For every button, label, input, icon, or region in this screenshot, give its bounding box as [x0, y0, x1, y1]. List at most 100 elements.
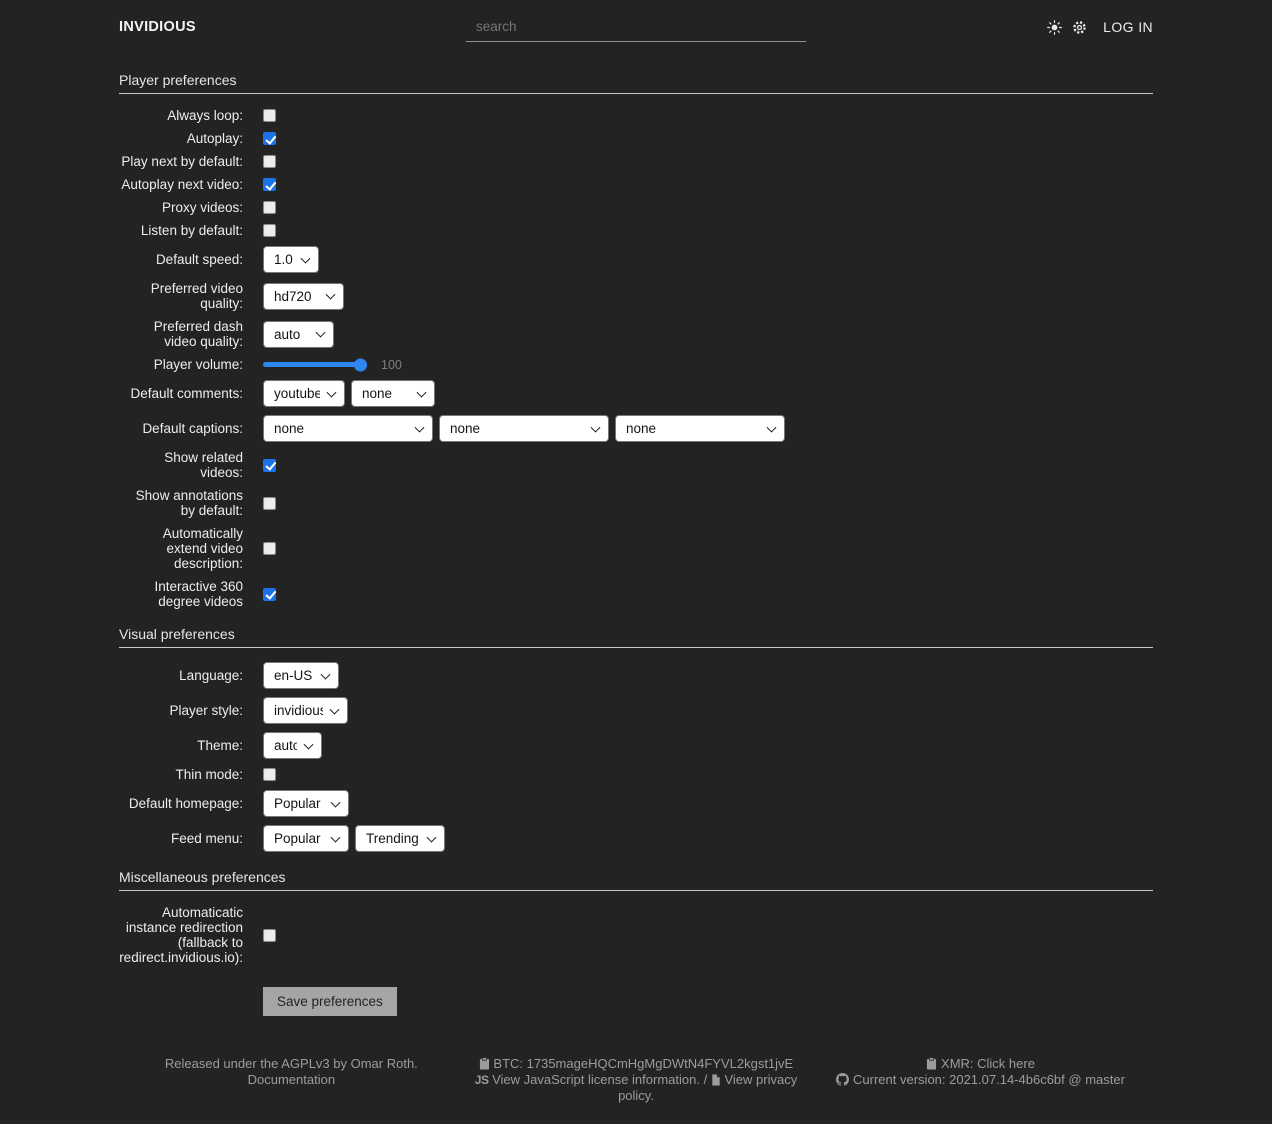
- pref-label: Theme:: [197, 738, 243, 753]
- section-divider: [119, 93, 1153, 94]
- pref-row-video-quality: Preferred video quality: hd720: [119, 281, 1153, 311]
- pref-label: Default comments:: [130, 386, 243, 401]
- slider-thumb-icon[interactable]: [354, 358, 367, 371]
- pref-label: Interactive 360 degree videos: [154, 579, 243, 609]
- player-style-select-wrap: invidious: [263, 697, 348, 724]
- pref-label: Thin mode:: [175, 767, 243, 782]
- comments-select-2-wrap: none: [351, 380, 435, 407]
- pref-label: Preferred video quality:: [150, 281, 243, 311]
- section-title-player: Player preferences: [119, 72, 237, 88]
- play-next-checkbox[interactable]: [263, 155, 276, 168]
- interactive-360-checkbox[interactable]: [263, 587, 276, 601]
- pref-label: Autoplay next video:: [121, 177, 243, 192]
- pref-row-language: Language: en-US: [119, 662, 1153, 689]
- language-select-wrap: en-US: [263, 662, 339, 689]
- btc-address: BTC: 1735mageHQCmHgMgDWtN4FYVL2kgst1jvE: [493, 1056, 794, 1071]
- homepage-select-wrap: Popular: [263, 790, 349, 817]
- always-loop-checkbox[interactable]: [263, 109, 276, 122]
- player-volume-slider[interactable]: [263, 358, 367, 371]
- user-area: LOG IN: [1047, 16, 1153, 35]
- pref-label: Default captions:: [142, 421, 243, 436]
- github-icon: [836, 1072, 850, 1087]
- autoplay-checkbox[interactable]: [263, 132, 276, 145]
- default-speed-select-wrap: 1.0: [263, 246, 319, 273]
- file-text-icon: [711, 1072, 721, 1087]
- pref-row-annotations: Show annotations by default:: [119, 488, 1153, 518]
- section-divider: [119, 647, 1153, 648]
- feed-menu-select-1-wrap: Popular: [263, 825, 349, 852]
- captions-select-3[interactable]: none: [615, 415, 785, 442]
- pref-row-always-loop: Always loop:: [119, 108, 1153, 123]
- pref-label: Autoplay:: [186, 131, 243, 146]
- related-videos-checkbox[interactable]: [263, 458, 276, 472]
- save-preferences-button[interactable]: Save preferences: [263, 987, 397, 1016]
- pref-label: Language:: [179, 668, 243, 683]
- footer-separator: /: [703, 1071, 708, 1087]
- pref-row-related-videos: Show related videos:: [119, 450, 1153, 480]
- search-input[interactable]: [466, 14, 806, 42]
- player-volume-value: 100: [381, 357, 402, 372]
- log-in-link[interactable]: LOG IN: [1103, 19, 1153, 35]
- pref-label: Listen by default:: [140, 223, 243, 238]
- pref-label: Play next by default:: [121, 154, 243, 169]
- pref-label: Automaticatic instance redirection (fall…: [119, 905, 243, 965]
- player-style-select[interactable]: invidious: [263, 697, 348, 724]
- pref-label: Automatically extend video description:: [162, 526, 243, 571]
- comments-select-1[interactable]: youtube: [263, 380, 345, 407]
- pref-label: Feed menu:: [170, 831, 243, 846]
- annotations-checkbox[interactable]: [263, 496, 276, 510]
- pref-label: Preferred dash video quality:: [153, 319, 243, 349]
- pref-row-default-captions: Default captions: none none none: [119, 415, 1153, 442]
- language-select[interactable]: en-US: [263, 662, 339, 689]
- autoplay-next-checkbox[interactable]: [263, 178, 276, 191]
- auto-redirect-checkbox[interactable]: [263, 928, 276, 942]
- theme-select[interactable]: auto: [263, 732, 322, 759]
- footer-version-column: XMR: Click here Current version: 2021.07…: [808, 1056, 1153, 1104]
- pref-label: Proxy videos:: [161, 200, 243, 215]
- extend-description-checkbox[interactable]: [263, 542, 276, 555]
- license-text: Released under the AGPLv3 by Omar Roth.: [164, 1056, 418, 1071]
- pref-row-autoplay: Autoplay:: [119, 131, 1153, 146]
- captions-select-1[interactable]: none: [263, 415, 433, 442]
- pref-label: Player style:: [169, 703, 243, 718]
- captions-select-2[interactable]: none: [439, 415, 609, 442]
- default-speed-select[interactable]: 1.0: [263, 246, 319, 273]
- js-license-link[interactable]: View JavaScript license information.: [492, 1071, 700, 1087]
- version-link[interactable]: Current version: 2021.07.14-4b6c6bf @ ma…: [853, 1071, 1125, 1087]
- pref-row-360-videos: Interactive 360 degree videos: [119, 579, 1153, 609]
- comments-select-2[interactable]: none: [351, 380, 435, 407]
- video-quality-select-wrap: hd720: [263, 282, 344, 310]
- pref-row-player-volume: Player volume: 100: [119, 357, 1153, 372]
- section-title-misc: Miscellaneous preferences: [119, 869, 286, 885]
- documentation-link[interactable]: Documentation: [247, 1071, 336, 1087]
- homepage-select[interactable]: Popular: [263, 790, 349, 817]
- brand-link[interactable]: INVIDIOUS: [119, 19, 196, 35]
- feed-menu-select-2[interactable]: Trending: [355, 825, 445, 852]
- captions-select-1-wrap: none: [263, 415, 433, 442]
- javascript-icon: JS: [474, 1072, 489, 1087]
- section-title-visual: Visual preferences: [119, 626, 235, 642]
- pref-row-feed-menu: Feed menu: Popular Trending: [119, 825, 1153, 852]
- theme-select-wrap: auto: [263, 732, 322, 759]
- listen-default-checkbox[interactable]: [263, 224, 276, 237]
- dash-quality-select-wrap: auto: [263, 320, 334, 348]
- pref-label: Player volume:: [153, 357, 243, 372]
- gear-icon[interactable]: [1072, 20, 1087, 35]
- pref-label: Show related videos:: [164, 450, 243, 480]
- clipboard-icon: [479, 1056, 490, 1071]
- preferences-page: Player preferences Always loop: Autoplay…: [0, 72, 1272, 1016]
- pref-row-theme: Theme: auto: [119, 732, 1153, 759]
- sun-icon[interactable]: [1047, 19, 1062, 35]
- feed-menu-select-1[interactable]: Popular: [263, 825, 349, 852]
- thin-mode-checkbox[interactable]: [263, 768, 276, 781]
- comments-select-1-wrap: youtube: [263, 380, 345, 407]
- proxy-videos-checkbox[interactable]: [263, 201, 276, 214]
- footer-donate-column: BTC: 1735mageHQCmHgMgDWtN4FYVL2kgst1jvE …: [464, 1056, 809, 1104]
- xmr-link[interactable]: XMR: Click here: [941, 1056, 1035, 1071]
- video-quality-select[interactable]: hd720: [263, 282, 344, 310]
- pref-row-autoplay-next: Autoplay next video:: [119, 177, 1153, 192]
- dash-quality-select[interactable]: auto: [263, 320, 334, 348]
- feed-menu-select-2-wrap: Trending: [355, 825, 445, 852]
- section-divider: [119, 890, 1153, 891]
- pref-label: Always loop:: [167, 108, 243, 123]
